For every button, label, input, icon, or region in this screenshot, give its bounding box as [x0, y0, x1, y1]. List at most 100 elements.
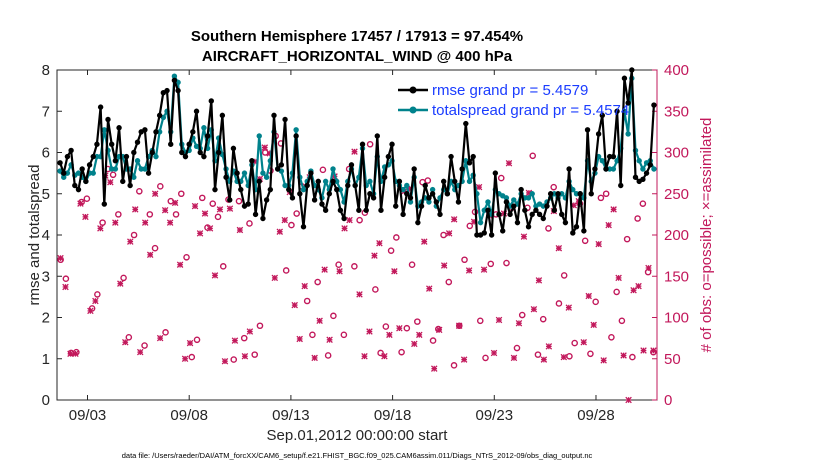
obs-possible-point	[429, 337, 437, 344]
obs-assimilated-stroke	[455, 322, 463, 330]
obs-assimilated-point	[201, 210, 209, 217]
x-tick-label: 09/08	[170, 407, 208, 424]
y-tick-label-left: 3	[42, 268, 50, 285]
obs-possible-point	[330, 312, 337, 320]
obs-assimilated-point	[455, 322, 463, 330]
x-tick-label: 09/23	[476, 407, 514, 424]
obs-possible-point	[240, 334, 248, 342]
totalspread-point	[636, 158, 642, 164]
obs-assimilated-point	[595, 240, 602, 248]
obs-count-markers	[57, 132, 657, 404]
obs-assimilated-point	[480, 266, 488, 273]
obs-possible-point	[288, 221, 295, 229]
obs-assimilated-point	[341, 225, 348, 232]
obs-assimilated-stroke	[261, 144, 269, 151]
rmse-point	[142, 127, 148, 133]
totalspread-point	[282, 182, 288, 189]
rmse-point	[651, 102, 657, 108]
obs-assimilated-stroke	[590, 321, 597, 329]
obs-assimilated-point	[186, 339, 194, 347]
obs-possible-point	[571, 339, 578, 347]
rmse-point	[440, 178, 447, 185]
obs-possible-point	[172, 211, 180, 218]
totalspread-point	[404, 182, 410, 189]
obs-assimilated-stroke	[77, 200, 84, 207]
obs-possible-point	[560, 272, 568, 279]
obs-assimilated-point	[87, 307, 94, 315]
obs-possible-point	[340, 331, 348, 339]
obs-assimilated-stroke	[361, 353, 368, 360]
obs-assimilated-stroke	[246, 328, 254, 335]
obs-assimilated-stroke	[495, 316, 503, 324]
obs-assimilated-point	[535, 277, 543, 284]
rmse-point	[433, 199, 440, 205]
totalspread-point	[156, 129, 163, 135]
totalspread-point	[525, 195, 532, 201]
obs-assimilated-stroke	[580, 338, 587, 346]
totalspread-point	[651, 166, 657, 172]
rmse-point	[274, 166, 281, 172]
rmse-point	[282, 116, 288, 123]
rmse-point	[68, 147, 74, 154]
obs-assimilated-stroke	[376, 239, 383, 247]
y-tick-label-right: 400	[664, 62, 689, 79]
obs-possible-point	[482, 354, 489, 362]
obs-possible-point	[141, 342, 148, 349]
rmse-point	[481, 230, 487, 236]
obs-assimilated-point	[191, 202, 199, 210]
totalspread-point	[429, 186, 436, 193]
rmse-point	[186, 141, 192, 147]
obs-possible-point	[303, 297, 311, 305]
obs-assimilated-point	[156, 334, 164, 342]
rmse-point	[363, 207, 369, 213]
obs-assimilated-point	[510, 354, 518, 362]
rmse-point	[606, 153, 613, 160]
rmse-point	[459, 166, 465, 172]
y-tick-label-right: 150	[664, 268, 689, 285]
obs-assimilated-stroke	[645, 264, 652, 272]
rmse-point	[57, 160, 63, 166]
obs-assimilated-stroke	[510, 354, 518, 362]
obs-assimilated-stroke	[206, 225, 214, 232]
obs-possible-point	[445, 278, 453, 286]
totalspread-point	[138, 166, 144, 172]
obs-assimilated-stroke	[450, 216, 458, 223]
obs-possible-point	[398, 348, 405, 356]
obs-possible-point	[335, 261, 342, 269]
obs-assimilated-point	[430, 365, 438, 372]
rmse-point	[286, 186, 292, 193]
obs-assimilated-point	[580, 338, 587, 346]
rmse-point	[359, 141, 366, 147]
obs-possible-point	[555, 300, 563, 307]
obs-assimilated-stroke	[416, 331, 423, 339]
obs-assimilated-point	[615, 274, 622, 282]
rmse-point	[444, 191, 451, 197]
obs-assimilated-point	[241, 353, 249, 360]
obs-assimilated-point	[366, 328, 373, 335]
rmse-point	[555, 191, 561, 197]
rmse-point	[470, 153, 476, 160]
obs-assimilated-stroke	[127, 238, 134, 245]
totalspread-point	[131, 174, 137, 180]
rmse-point	[179, 149, 185, 156]
obs-assimilated-stroke	[535, 277, 543, 284]
obs-possible-point	[539, 315, 547, 323]
rmse-point	[245, 201, 251, 207]
obs-assimilated-stroke	[201, 210, 209, 217]
obs-assimilated-stroke	[57, 254, 64, 262]
obs-assimilated-point	[62, 283, 69, 291]
rmse-point	[503, 199, 510, 205]
rmse-point	[595, 131, 602, 137]
obs-assimilated-point	[221, 357, 229, 365]
obs-assimilated-stroke	[271, 274, 279, 282]
obs-possible-point	[235, 197, 243, 205]
obs-assimilated-point	[600, 357, 607, 364]
obs-assimilated-stroke	[650, 347, 657, 354]
obs-assimilated-point	[67, 350, 74, 358]
y-tick-label-right: 200	[664, 227, 689, 244]
obs-assimilated-stroke	[316, 317, 323, 325]
totalspread-point	[300, 186, 307, 193]
totalspread-point	[134, 158, 141, 164]
obs-assimilated-stroke	[430, 365, 438, 372]
rmse-point	[271, 112, 277, 119]
